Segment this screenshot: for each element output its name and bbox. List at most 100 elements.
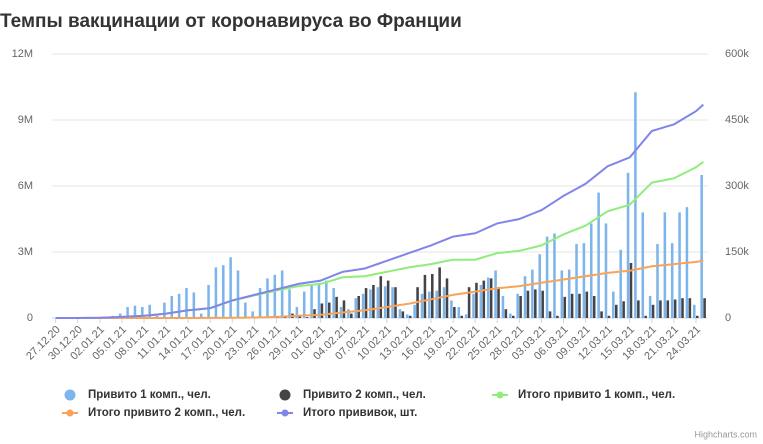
bar [644, 315, 647, 318]
y2-tick-label: 300k [725, 180, 749, 192]
bar [192, 292, 196, 318]
bar [511, 315, 515, 318]
bar [266, 278, 269, 318]
bar [467, 287, 471, 318]
legend-label: Итого привито 2 комп., чел. [88, 407, 245, 419]
bar [516, 293, 519, 318]
bar [464, 314, 468, 318]
line [55, 259, 704, 319]
bar [258, 288, 262, 318]
chart-title: Темпы вакцинации от коронавируса во Фран… [0, 11, 462, 32]
bar [519, 296, 522, 318]
bar [251, 311, 254, 318]
bar [386, 280, 390, 318]
bar [673, 299, 677, 318]
bar [126, 307, 129, 318]
legend-symbol [64, 389, 76, 401]
bar [170, 296, 174, 318]
legend-label: Привито 2 комп., чел. [303, 389, 426, 401]
bar [523, 276, 527, 318]
bar [592, 296, 596, 318]
bar [648, 296, 652, 318]
bar [666, 300, 670, 318]
bar [379, 276, 383, 318]
bar [199, 313, 203, 318]
bar [460, 315, 463, 318]
bar [659, 300, 662, 318]
bar [244, 302, 247, 318]
bar [141, 307, 144, 318]
y2-tick-label: 0 [725, 312, 731, 324]
bar [641, 212, 645, 318]
bar [420, 293, 424, 318]
bar [302, 291, 306, 318]
bar [589, 223, 593, 318]
bar [442, 287, 446, 318]
bar [637, 300, 640, 318]
bar [391, 287, 394, 318]
bar [656, 244, 659, 318]
legend-symbol [279, 389, 291, 401]
bar [567, 269, 571, 318]
bar [401, 311, 405, 318]
bar [236, 270, 240, 318]
bar [155, 315, 159, 318]
bar [320, 303, 324, 318]
line [55, 103, 704, 319]
bar [619, 249, 622, 318]
y2-tick-label: 600k [725, 48, 749, 60]
bar [575, 244, 578, 318]
bar [364, 288, 368, 318]
bar [629, 263, 633, 318]
bar [431, 274, 434, 318]
bar [688, 298, 692, 318]
bar [548, 311, 552, 318]
bar [700, 175, 703, 318]
bar [582, 243, 586, 318]
bar [295, 307, 299, 318]
y2-tick-label: 450k [725, 114, 749, 126]
bar [634, 92, 637, 318]
bar [553, 233, 556, 318]
bar [347, 309, 350, 318]
bar [369, 289, 372, 318]
y-tick-label: 3M [18, 246, 33, 258]
bar [229, 257, 232, 318]
bar [273, 274, 277, 318]
bar [222, 265, 225, 318]
bar [310, 285, 313, 318]
legend-symbol [66, 409, 74, 417]
bar [541, 290, 544, 318]
bar [207, 285, 210, 318]
bar [556, 315, 559, 318]
bar [133, 305, 137, 318]
bar [534, 289, 537, 318]
bar [651, 304, 655, 318]
bar [681, 298, 684, 318]
bar [423, 274, 427, 318]
bar [538, 254, 542, 318]
bar [531, 269, 534, 318]
bar [288, 289, 291, 318]
bar [317, 282, 321, 318]
bar [305, 317, 309, 318]
bar [585, 291, 589, 318]
bar [342, 300, 346, 318]
bar [670, 243, 674, 318]
bar [622, 301, 625, 318]
bar [597, 192, 600, 318]
bar [408, 315, 412, 318]
bar [545, 236, 549, 318]
bar [615, 304, 618, 318]
bar [354, 298, 358, 318]
bar [405, 314, 409, 318]
legend-symbol [281, 409, 289, 417]
bar [298, 315, 302, 318]
bar [357, 296, 360, 318]
bar [350, 313, 353, 318]
bar [504, 309, 508, 318]
bar [703, 298, 706, 318]
bar [475, 282, 478, 318]
bar [280, 270, 284, 318]
